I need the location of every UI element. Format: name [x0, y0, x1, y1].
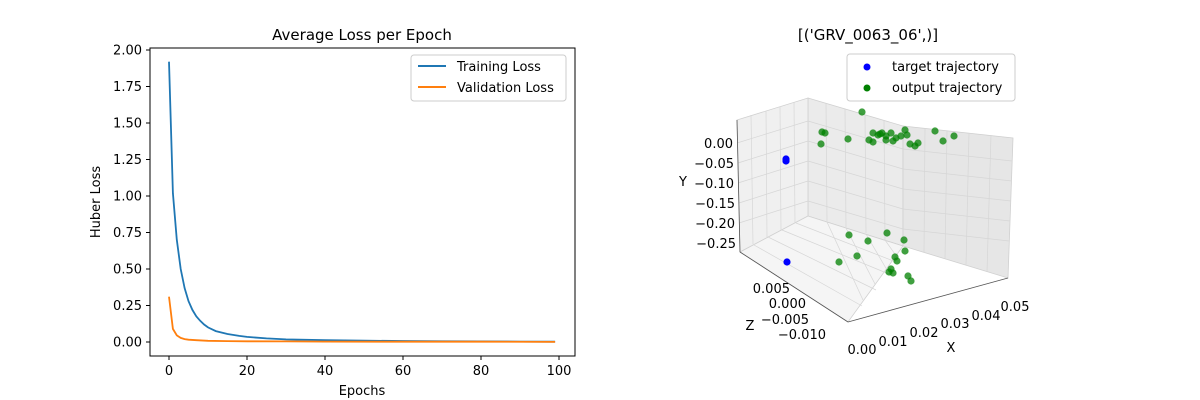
z-tick: 0.005 [753, 282, 790, 297]
output-point [939, 137, 947, 145]
output-point [844, 135, 852, 143]
y-tick-label: 0.00 [113, 336, 142, 351]
output-point [889, 269, 897, 277]
legend-label-target: target trajectory [892, 60, 999, 75]
x-tick: 0.02 [910, 326, 939, 341]
output-point [845, 231, 853, 239]
output-point [931, 127, 939, 135]
y-axis-label-3d: Y [678, 175, 687, 190]
output-point [864, 237, 872, 245]
y-tick-label: 1.50 [113, 117, 142, 132]
output-point [821, 129, 829, 137]
output-point [889, 137, 897, 145]
output-point [883, 229, 891, 237]
y-tick: −0.25 [696, 237, 736, 252]
output-point [853, 252, 861, 260]
output-point [882, 136, 890, 144]
x-tick: 0.04 [972, 309, 1001, 324]
series-line-training [168, 61, 556, 343]
legend-label-training: Training Loss [456, 60, 541, 75]
y-tick-label: 1.25 [113, 153, 142, 168]
x-tick-label: 80 [473, 364, 490, 379]
y-tick-label: 0.75 [113, 226, 142, 241]
pane-right [902, 125, 1014, 279]
target-point [783, 258, 791, 266]
loss-y-axis-label: Huber Loss [89, 166, 104, 238]
legend-label-output: output trajectory [892, 81, 1003, 96]
x-tick: 0.05 [1001, 300, 1030, 315]
trajectory-legend: target trajectory output trajectory [846, 53, 1016, 102]
y-tick-label: 1.00 [113, 190, 142, 205]
loss-plot-frame [149, 47, 576, 357]
x-ticks-3d: 0.00 0.01 0.02 0.03 0.04 0.05 [848, 300, 1030, 358]
output-point [897, 132, 905, 140]
y-tick: −0.05 [694, 157, 734, 172]
output-point [914, 139, 922, 147]
output-point [950, 132, 958, 140]
pane-gridlines [736, 101, 1013, 307]
y-tick: −0.15 [695, 197, 735, 212]
loss-legend-box [410, 54, 567, 102]
y-tick: −0.10 [694, 177, 734, 192]
y-tick-label: 1.75 [113, 80, 142, 95]
axis-edges [736, 119, 1009, 323]
x-tick-label: 40 [317, 364, 334, 379]
trajectory-points [782, 108, 958, 285]
output-point [893, 257, 901, 265]
z-tick: −0.005 [761, 313, 809, 328]
z-tick: −0.010 [778, 328, 826, 343]
trajectory-chart-title: [('GRV_0063_06',)] [798, 26, 938, 45]
loss-lines [168, 61, 556, 343]
y-ticks-3d: 0.00 −0.05 −0.10 −0.15 −0.20 −0.25 [694, 137, 736, 252]
loss-chart-title: Average Loss per Epoch [272, 26, 452, 44]
output-point [903, 131, 911, 139]
legend-label-validation: Validation Loss [457, 81, 554, 96]
legend-marker-output [863, 84, 871, 92]
y-tick-label: 0.50 [113, 263, 142, 278]
output-point [887, 129, 895, 137]
x-tick: 0.00 [848, 343, 877, 358]
z-ticks-3d: 0.005 0.000 −0.005 −0.010 [753, 282, 826, 343]
loss-legend: Training Loss Validation Loss [410, 54, 567, 102]
legend-marker-target [863, 63, 871, 71]
output-point [869, 129, 877, 137]
x-tick: 0.03 [941, 317, 970, 332]
trajectory-legend-box [846, 53, 1016, 102]
target-point [782, 157, 790, 165]
loss-x-ticks: 0 20 40 60 80 100 [165, 356, 572, 379]
x-tick-label: 60 [395, 364, 412, 379]
y-tick: 0.00 [704, 137, 733, 152]
x-tick-label: 100 [547, 364, 572, 379]
x-tick: 0.01 [879, 335, 908, 350]
loss-chart: Average Loss per Epoch 0 20 40 60 80 100 0.00… [89, 26, 576, 399]
output-point [835, 258, 843, 266]
z-axis-label-3d: Z [746, 319, 755, 334]
output-point [817, 140, 825, 148]
y-tick-label: 0.25 [113, 299, 142, 314]
y-tick-label: 2.00 [113, 44, 142, 59]
loss-x-axis-label: Epochs [339, 384, 386, 399]
trajectory-chart: [('GRV_0063_06',)] [678, 26, 1029, 358]
x-axis-label-3d: X [947, 341, 956, 356]
x-tick-label: 20 [239, 364, 256, 379]
x-tick-label: 0 [165, 364, 173, 379]
y-tick: −0.20 [695, 217, 735, 232]
output-point [901, 247, 909, 255]
output-point [907, 277, 915, 285]
output-point [865, 136, 873, 144]
z-tick: 0.000 [769, 297, 806, 312]
output-point [858, 108, 866, 116]
output-point [876, 130, 884, 138]
loss-y-ticks: 0.00 0.25 0.50 0.75 1.00 1.25 1.50 1.75 2.00 [113, 44, 150, 351]
series-line-validation [168, 296, 556, 343]
output-point [900, 236, 908, 244]
